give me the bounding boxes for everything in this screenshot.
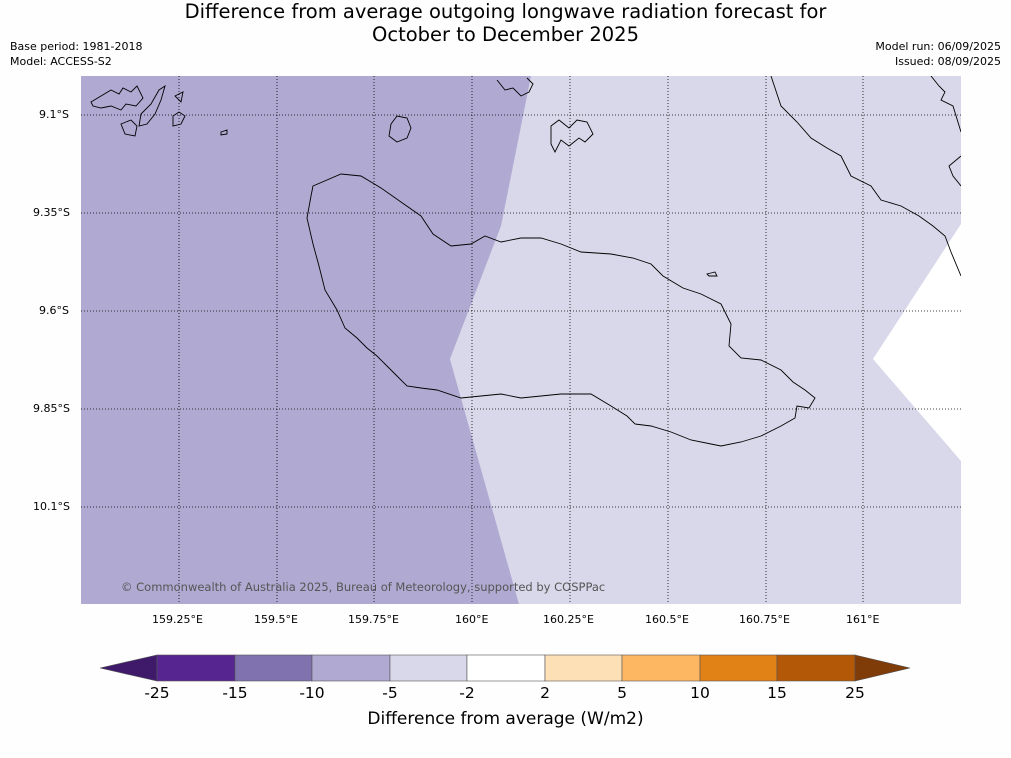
colorbar-tick-6: 5 [617, 684, 627, 702]
lon-label-159.5: 159.5°E [254, 613, 298, 626]
coastline-islet-east [706, 271, 718, 277]
colorbar-tick-8: 15 [767, 684, 787, 702]
colorbar-extend-high [854, 654, 911, 682]
lat-label-9.35: 9.35°S [33, 206, 70, 219]
graticule [81, 76, 961, 604]
issued-date: Issued: 08/09/2025 [894, 55, 1001, 68]
chart-title: Difference from average outgoing longwav… [0, 0, 1011, 46]
lon-label-159.75: 159.75°E [348, 613, 399, 626]
coastline-malaita [770, 76, 961, 277]
lat-label-9.1: 9.1°S [39, 108, 69, 121]
meta-right: Model run: 06/09/2025 Issued: 08/09/2025 [875, 39, 1001, 69]
colorbar-tick-0: -25 [144, 684, 170, 702]
copyright-notice: © Commonwealth of Australia 2025, Bureau… [121, 580, 606, 594]
colorbar-tick-2: -10 [299, 684, 325, 702]
lat-label-9.6: 9.6°S [39, 304, 69, 317]
colorbar-bin-8 [699, 654, 778, 682]
colorbar-title: Difference from average (W/m2) [367, 709, 644, 729]
base-period: Base period: 1981-2018 [10, 40, 143, 53]
colorbar-tick-3: -5 [382, 684, 398, 702]
colorbar-tick-1: -15 [222, 684, 248, 702]
lon-label-160.5: 160.5°E [645, 613, 689, 626]
colorbar [100, 654, 911, 682]
colorbar-tick-7: 10 [690, 684, 710, 702]
lon-label-161: 161°E [846, 613, 880, 626]
map-panel [81, 76, 961, 604]
colorbar-bin-1 [156, 654, 236, 682]
colorbar-bin-3 [311, 654, 391, 682]
coastline-guadalcanal [306, 173, 816, 447]
lon-label-160.75: 160.75°E [739, 613, 790, 626]
coastline-isabel-islets [120, 84, 228, 137]
coastlines [90, 76, 961, 447]
colorbar-extend-low [100, 654, 158, 682]
colorbar-bin-6 [544, 654, 623, 682]
colorbar-tick-4: -2 [459, 684, 475, 702]
model-run: Model run: 06/09/2025 [875, 40, 1001, 53]
colorbar-tick-5: 2 [540, 684, 550, 702]
colorbar-bin-2 [234, 654, 313, 682]
coastline-islet-small [388, 115, 412, 143]
lat-label-9.85: 9.85°S [33, 402, 70, 415]
lat-label-10.1: 10.1°S [33, 500, 70, 513]
lon-label-160: 160°E [455, 613, 489, 626]
lon-label-160.25: 160.25°E [543, 613, 594, 626]
colorbar-tick-9: 25 [845, 684, 865, 702]
colorbar-bin-4 [389, 654, 468, 682]
lon-label-159.25: 159.25°E [152, 613, 203, 626]
colorbar-bin-9 [776, 654, 856, 682]
coastline-florida-islands [496, 77, 594, 154]
region-minus10-to-minus5 [81, 76, 531, 604]
colorbar-bin-5 [466, 654, 546, 682]
title-line-1: Difference from average outgoing longwav… [184, 0, 827, 23]
coastline-isabel-west [90, 85, 144, 111]
colorbar-bin-7 [621, 654, 701, 682]
title-line-2: October to December 2025 [372, 23, 639, 46]
meta-left: Base period: 1981-2018 Model: ACCESS-S2 [10, 39, 142, 69]
region-minus5-to-minus2 [450, 76, 961, 604]
model-name: Model: ACCESS-S2 [10, 55, 112, 68]
